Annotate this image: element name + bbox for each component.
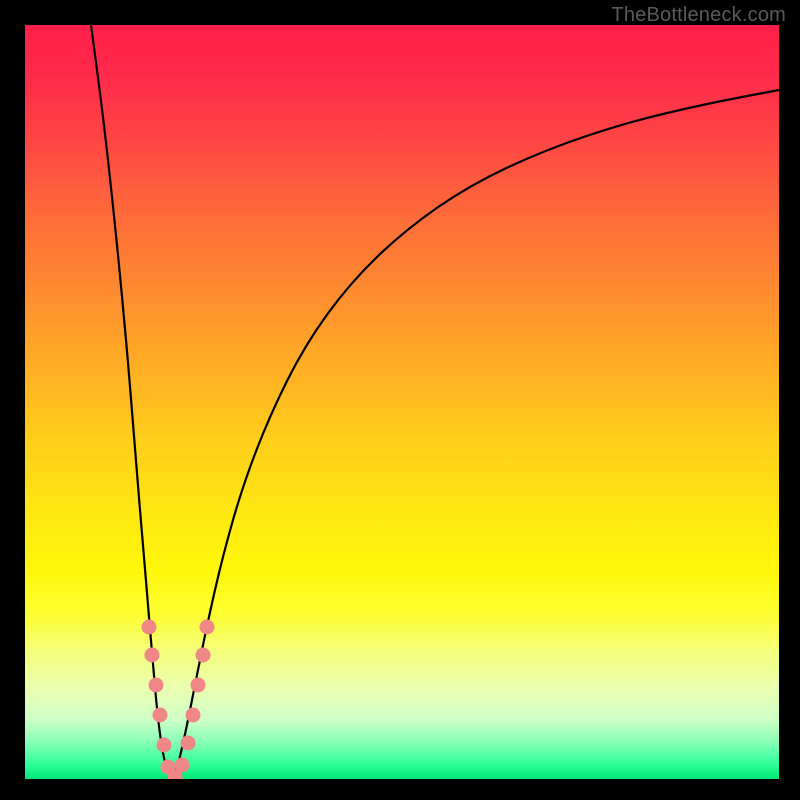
marker-dot <box>191 678 206 693</box>
marker-dot <box>149 678 164 693</box>
curve-right-branch <box>173 90 779 779</box>
marker-dot <box>186 708 201 723</box>
marker-dot <box>200 620 215 635</box>
chart-svg <box>25 25 779 779</box>
marker-dot <box>153 708 168 723</box>
marker-dot <box>196 648 211 663</box>
marker-dot <box>142 620 157 635</box>
marker-dot <box>181 736 196 751</box>
plot-area <box>25 25 779 779</box>
watermark-text: TheBottleneck.com <box>611 4 786 27</box>
curve-left-branch <box>91 25 173 779</box>
marker-dot <box>157 738 172 753</box>
marker-dot <box>145 648 160 663</box>
marker-dot <box>175 758 190 773</box>
